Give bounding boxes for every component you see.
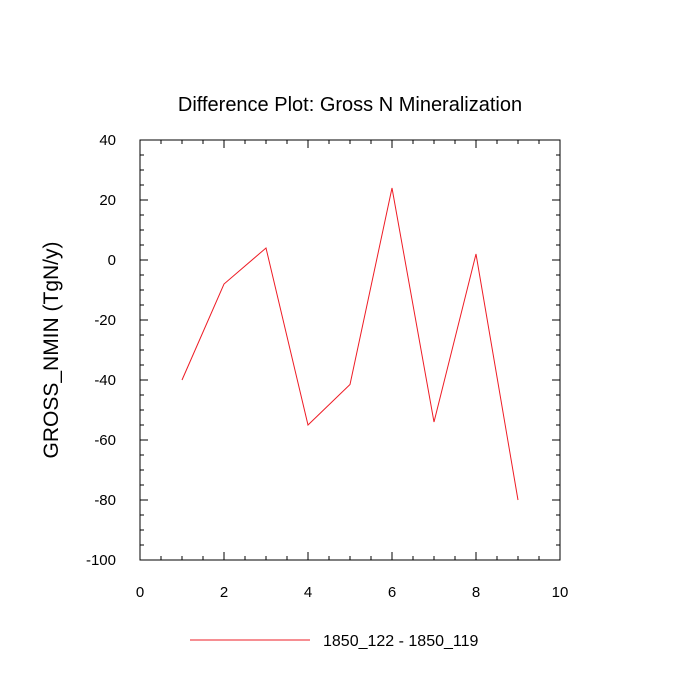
x-tick-label: 4	[304, 584, 312, 601]
y-axis-label: GROSS_NMIN (TgN/y)	[40, 241, 63, 458]
y-tick-label: 0	[108, 252, 116, 269]
series-layer	[181, 187, 519, 501]
y-tick-label: 20	[99, 192, 116, 209]
legend: 1850_122 - 1850_119	[190, 633, 479, 650]
x-tick-label: 6	[388, 584, 396, 601]
chart-title: Difference Plot: Gross N Mineralization	[178, 94, 522, 116]
y-tick-label: 40	[99, 132, 116, 149]
y-tick-label: -80	[94, 492, 116, 509]
y-tick-label: -20	[94, 312, 116, 329]
y-tick-label: -40	[94, 372, 116, 389]
x-tick-label: 8	[472, 584, 480, 601]
x-tick-label: 0	[136, 584, 144, 601]
plot-frame	[139, 139, 561, 561]
axis-tick-labels: 0 2 4 6 8 10 -100 -80 -60 -40 -20 0 20 40	[86, 132, 568, 601]
series-line	[181, 187, 519, 501]
legend-label: 1850_122 - 1850_119	[323, 633, 479, 650]
axis-ticks	[139, 139, 561, 561]
x-tick-label: 10	[552, 584, 569, 601]
y-tick-label: -100	[86, 552, 116, 569]
y-tick-label: -60	[94, 432, 116, 449]
x-tick-label: 2	[220, 584, 228, 601]
